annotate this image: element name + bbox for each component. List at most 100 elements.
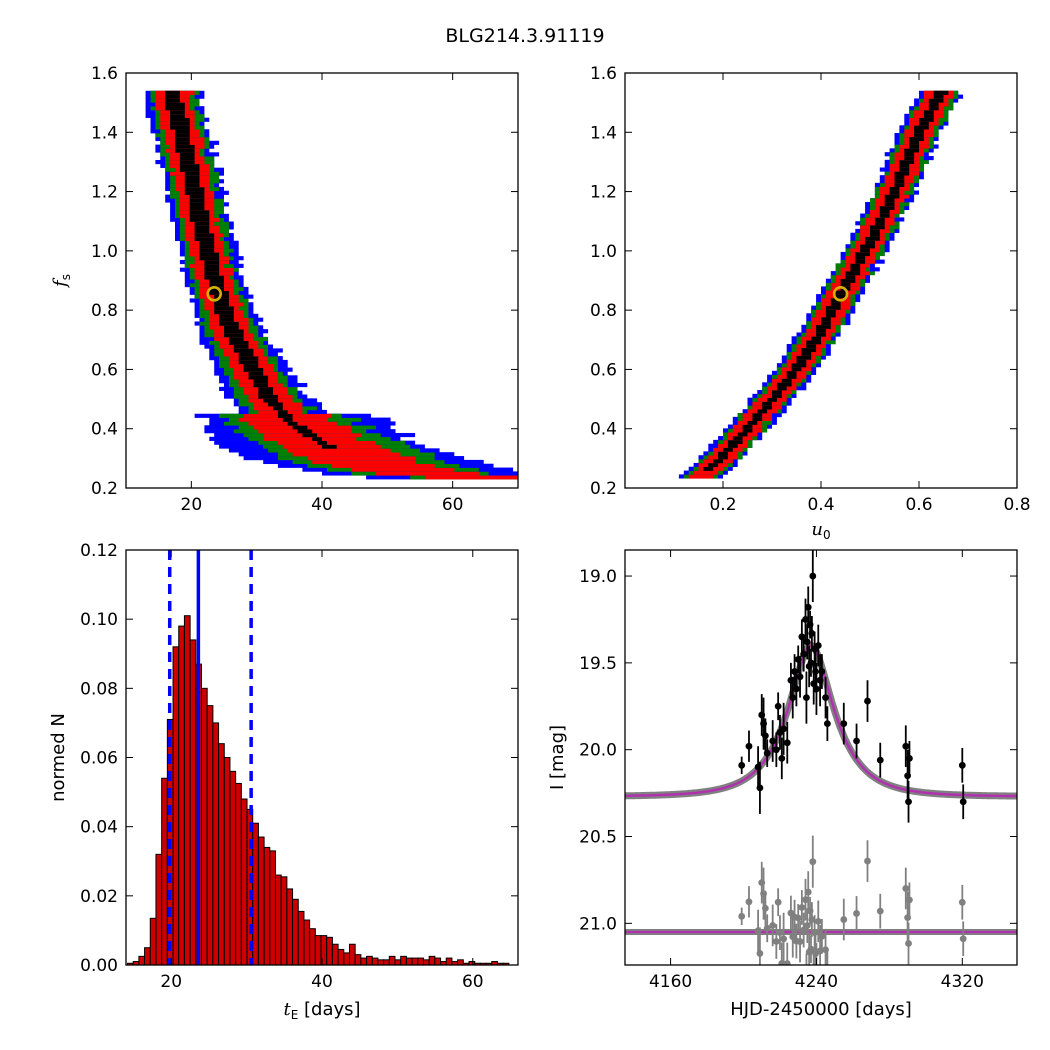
region-core-cell: [297, 429, 313, 434]
region-core-cell: [889, 190, 900, 195]
data-point: [772, 746, 780, 754]
region-third-cell: [693, 470, 719, 475]
region-core-cell: [175, 133, 190, 138]
best-fit-marker: [206, 286, 222, 302]
y-tick-label: 1.4: [91, 123, 118, 143]
region-core-cell: [879, 213, 890, 218]
histogram-bar: [257, 836, 265, 966]
histogram-bar: [240, 798, 248, 966]
region-core-cell: [855, 251, 870, 257]
region-core-cell: [253, 379, 269, 384]
region-core-cell: [209, 290, 229, 295]
region-core-cell: [322, 444, 337, 449]
region-core-cell: [179, 159, 195, 165]
region-core-cell: [175, 129, 190, 134]
residual-point: [864, 857, 871, 865]
region-core-cell: [228, 340, 249, 345]
region-core-cell: [825, 305, 841, 310]
histogram-bar: [371, 957, 379, 966]
data-point: [958, 761, 966, 769]
region-core-cell: [204, 263, 220, 268]
region-core-cell: [209, 279, 224, 284]
region-core-cell: [845, 274, 856, 280]
region-core-cell: [874, 217, 885, 222]
region-core-cell: [179, 156, 195, 161]
region-core-cell: [923, 113, 934, 118]
region-core-cell: [302, 432, 318, 438]
region-core-cell: [258, 390, 273, 395]
light-curve-body: [625, 550, 1017, 965]
histogram-bar: [394, 959, 402, 966]
region-core-cell: [811, 336, 821, 341]
region-core-cell: [317, 440, 327, 445]
residual-point: [959, 935, 967, 943]
region-core-cell: [723, 447, 733, 452]
region-core-cell: [830, 301, 841, 306]
histogram-bar: [161, 777, 168, 966]
region-core-cell: [884, 194, 900, 199]
data-point: [761, 732, 769, 740]
region-core-cell: [806, 340, 821, 345]
residual-point: [958, 898, 966, 906]
residual-point: [776, 929, 784, 937]
residual-point: [798, 904, 806, 911]
x-tick-label: 4240: [795, 972, 838, 992]
residual-point: [783, 960, 791, 965]
histogram-bar: [286, 888, 294, 966]
histogram-bar: [229, 770, 237, 966]
region-core-cell: [238, 356, 259, 361]
region-core-cell: [796, 355, 812, 360]
y-tick-label: 0.4: [590, 420, 617, 440]
x-tick-label: 0.2: [709, 495, 736, 515]
region-core-cell: [165, 106, 185, 111]
data-point: [807, 659, 815, 667]
data-point: [823, 720, 831, 728]
region-core-cell: [835, 294, 846, 299]
region-core-cell: [933, 94, 944, 99]
region-core-cell: [904, 156, 915, 161]
region-core-cell: [233, 348, 254, 353]
region-core-cell: [781, 378, 792, 383]
y-tick-label: 20.0: [579, 741, 617, 761]
x-tick-label: 0.6: [905, 495, 932, 515]
histogram-bar: [383, 959, 390, 966]
region-core-cell: [904, 148, 919, 153]
region-core-cell: [282, 417, 293, 422]
region-core-cell: [806, 343, 817, 349]
region-core-cell: [170, 110, 185, 115]
region-third-cell: [351, 467, 455, 472]
region-core-cell: [762, 405, 772, 410]
x-tick-label: 20: [181, 495, 203, 515]
residual-point: [818, 932, 826, 940]
region-core-cell: [718, 455, 728, 460]
region-core-cell: [884, 198, 895, 203]
region-core-cell: [762, 401, 772, 406]
histogram-bar: [354, 954, 362, 966]
histogram-bar: [235, 782, 242, 966]
region-core-cell: [772, 390, 782, 395]
x-tick-label: 4160: [649, 972, 692, 992]
region-core-cell: [772, 393, 782, 398]
x-axis-label-main: u: [811, 519, 823, 540]
y-tick-label: 1.2: [590, 183, 617, 203]
residual-point: [807, 945, 815, 953]
region-core-cell: [821, 320, 831, 326]
histogram-bar: [417, 957, 424, 966]
histogram-bar: [331, 943, 339, 966]
y-tick-label: 0.4: [91, 420, 118, 440]
histogram-bar: [388, 955, 396, 966]
region-core-cell: [277, 413, 293, 418]
region-core-cell: [175, 144, 195, 149]
region-core-cell: [184, 171, 200, 176]
histogram-bar: [218, 743, 225, 966]
histogram-bar: [360, 957, 368, 966]
region-core-cell: [757, 409, 768, 414]
residual-point: [840, 916, 848, 923]
region-core-cell: [189, 217, 210, 222]
residual-point: [763, 924, 771, 932]
region-core-cell: [840, 278, 856, 283]
y-tick-label: 1.2: [91, 183, 118, 203]
region-core-cell: [776, 382, 792, 387]
histogram-bar: [280, 876, 288, 966]
region-core-cell: [214, 309, 234, 315]
